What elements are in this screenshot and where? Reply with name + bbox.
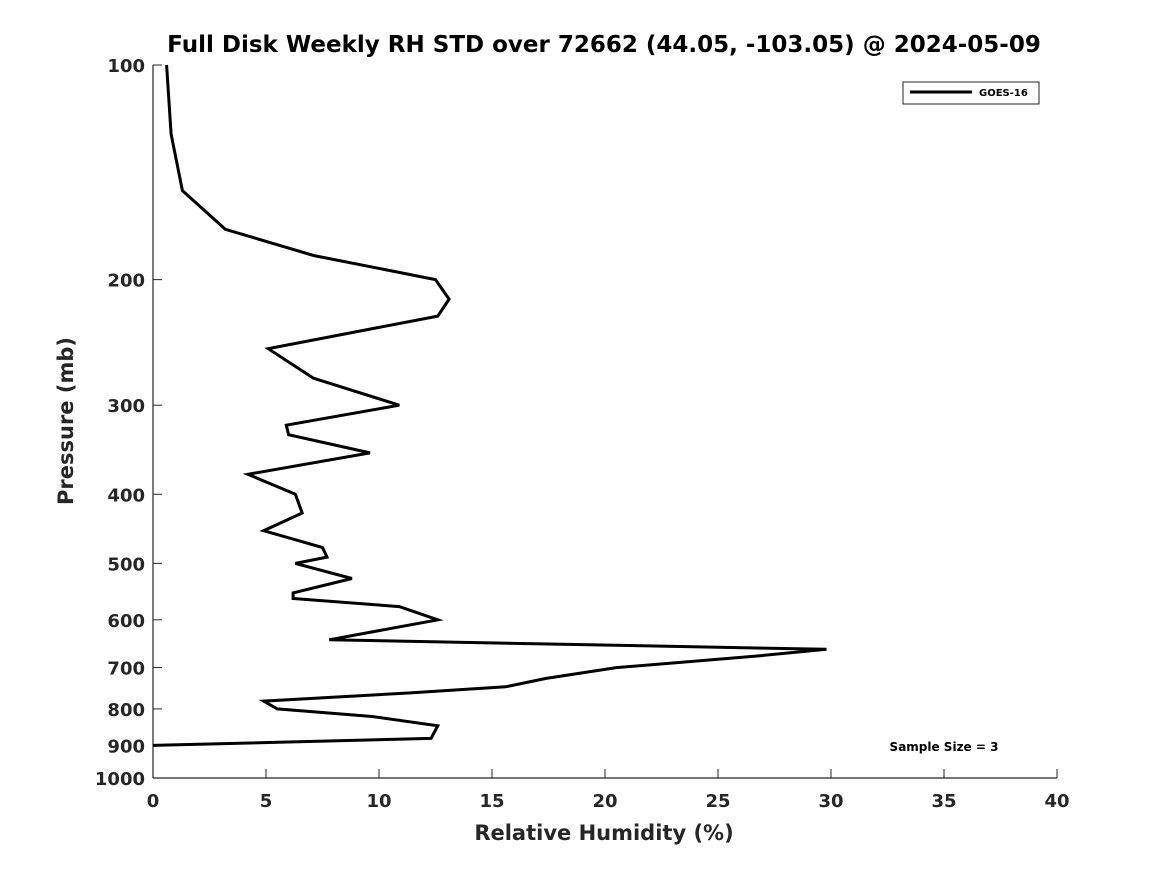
y-tick-label: 1000 [95, 769, 145, 790]
y-tick-label: 100 [107, 56, 145, 77]
x-tick-label: 25 [705, 791, 730, 812]
y-tick-label: 500 [107, 554, 145, 575]
axis-ticks [152, 64, 1058, 779]
series-line-goes-16 [152, 64, 827, 747]
legend: GOES-16 [902, 81, 1040, 105]
legend-entry-goes-16: GOES-16 [979, 88, 1028, 99]
x-tick-label: 30 [818, 791, 843, 812]
y-axis-label: Pressure (mb) [54, 337, 78, 505]
y-tick-label: 900 [107, 736, 145, 757]
x-tick-label: 40 [1044, 791, 1069, 812]
x-tick-label: 0 [147, 791, 160, 812]
y-tick-labels: 100 200 300 400 500 600 700 800 900 1000 [95, 56, 145, 790]
sample-size-annotation: Sample Size = 3 [890, 740, 999, 754]
y-tick-label: 300 [107, 396, 145, 417]
y-tick-label: 200 [107, 271, 145, 292]
x-tick-label: 20 [592, 791, 617, 812]
y-tick-label: 400 [107, 485, 145, 506]
chart-title: Full Disk Weekly RH STD over 72662 (44.0… [167, 32, 1041, 58]
x-axis-label: Relative Humidity (%) [474, 821, 733, 845]
x-tick-labels: 0 5 10 15 20 25 30 35 40 [147, 791, 1070, 812]
y-tick-label: 800 [107, 700, 145, 721]
series-layer [152, 64, 827, 747]
x-tick-label: 35 [931, 791, 956, 812]
x-tick-label: 15 [479, 791, 504, 812]
y-tick-label: 600 [107, 611, 145, 632]
x-tick-label: 5 [260, 791, 273, 812]
x-tick-label: 10 [366, 791, 391, 812]
y-tick-label: 700 [107, 659, 145, 680]
